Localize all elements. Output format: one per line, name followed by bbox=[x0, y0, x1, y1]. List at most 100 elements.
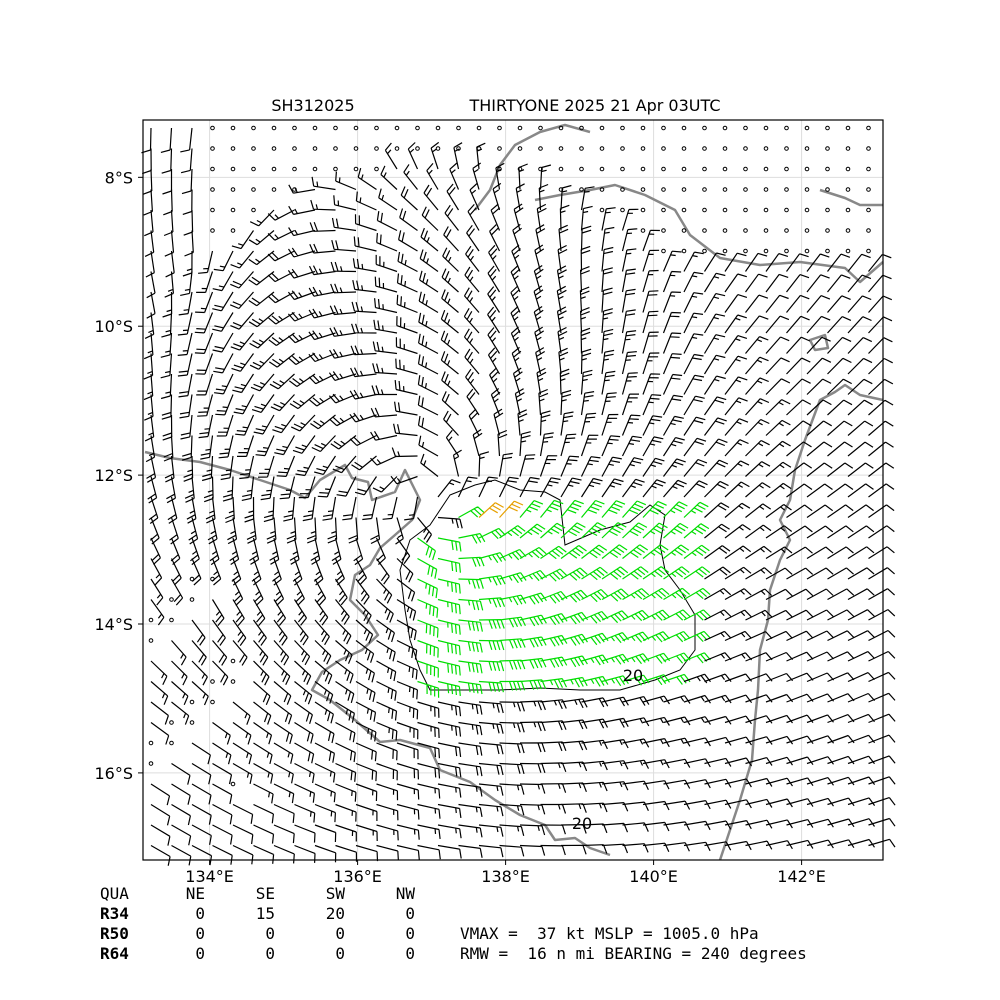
wind-barb bbox=[724, 397, 748, 416]
wind-barb bbox=[394, 380, 418, 396]
wind-barb bbox=[662, 311, 681, 334]
wind-barb bbox=[601, 478, 624, 498]
table-cell: 0 bbox=[265, 924, 275, 943]
wind-barb bbox=[355, 599, 372, 625]
wind-barb bbox=[335, 681, 355, 704]
calm-marker bbox=[743, 228, 748, 233]
calm-marker bbox=[640, 125, 646, 131]
wind-barb bbox=[437, 701, 462, 717]
calm-marker bbox=[230, 781, 236, 787]
wind-barb bbox=[232, 803, 254, 824]
wind-barb bbox=[827, 399, 853, 416]
wind-barb bbox=[396, 721, 419, 740]
wind-barb bbox=[745, 757, 773, 766]
calm-marker bbox=[661, 228, 666, 233]
wind-barb bbox=[847, 399, 873, 416]
wind-barb bbox=[213, 353, 234, 374]
wind-barb bbox=[335, 660, 354, 684]
wind-barb bbox=[786, 315, 810, 334]
wind-barb bbox=[263, 496, 275, 523]
wind-barb bbox=[354, 214, 377, 232]
row-label: R64 bbox=[100, 944, 129, 963]
wind-barb bbox=[642, 415, 663, 436]
wind-barb bbox=[601, 349, 615, 375]
wind-barb bbox=[458, 783, 483, 797]
wind-barb bbox=[704, 630, 732, 642]
wind-barb bbox=[560, 545, 587, 559]
wind-barb bbox=[704, 438, 728, 457]
wind-barb bbox=[478, 742, 504, 755]
wind-barb bbox=[510, 326, 521, 354]
wind-barb bbox=[384, 142, 398, 170]
wind-barb bbox=[786, 651, 814, 662]
wind-barb bbox=[458, 556, 485, 567]
wind-barb bbox=[457, 476, 478, 498]
wind-barb bbox=[622, 653, 650, 665]
wind-barb bbox=[171, 660, 188, 686]
wind-barb bbox=[397, 251, 418, 273]
wind-barb bbox=[642, 373, 661, 395]
wind-barb bbox=[273, 599, 287, 626]
calm-marker bbox=[763, 146, 769, 151]
wind-barb bbox=[362, 496, 378, 521]
wind-barb bbox=[458, 639, 483, 653]
wind-barb bbox=[311, 176, 336, 191]
wind-barb bbox=[294, 701, 313, 724]
wind-barb bbox=[786, 399, 812, 416]
wind-barb bbox=[355, 742, 377, 762]
calm-marker bbox=[784, 146, 789, 151]
wind-barb bbox=[683, 716, 711, 725]
wind-barb bbox=[806, 504, 834, 518]
wind-barb bbox=[212, 619, 226, 646]
wind-barb bbox=[847, 274, 872, 293]
wind-barb bbox=[765, 482, 792, 498]
wind-barb bbox=[396, 742, 419, 760]
wind-barb bbox=[273, 619, 288, 646]
wind-barb bbox=[191, 844, 213, 866]
wind-barb bbox=[373, 319, 398, 334]
wind-barb bbox=[253, 803, 274, 824]
wind-barb bbox=[335, 742, 356, 763]
table-header: NW bbox=[396, 884, 416, 903]
wind-barb bbox=[663, 800, 691, 810]
wind-barb bbox=[539, 164, 552, 190]
wind-barb bbox=[806, 295, 831, 313]
calm-marker bbox=[804, 125, 810, 131]
wind-barb bbox=[200, 435, 214, 460]
wind-barb bbox=[212, 742, 232, 765]
table-cell: 0 bbox=[195, 904, 205, 923]
x-tick-label: 142°E bbox=[777, 867, 826, 886]
calm-marker bbox=[722, 146, 728, 151]
wind-barb bbox=[232, 373, 255, 394]
wind-barb bbox=[703, 334, 726, 354]
wind-barb bbox=[621, 457, 644, 477]
wind-barb bbox=[745, 418, 770, 436]
calm-marker bbox=[763, 187, 769, 192]
wind-barb bbox=[510, 265, 521, 293]
wind-barb bbox=[724, 694, 753, 704]
wind-barb bbox=[642, 457, 665, 477]
wind-barb bbox=[703, 272, 726, 293]
calm-marker bbox=[702, 146, 707, 151]
wind-barb bbox=[621, 208, 639, 231]
wind-barb bbox=[458, 619, 483, 632]
wind-barb bbox=[540, 741, 567, 752]
calm-marker bbox=[230, 187, 236, 192]
wind-barb bbox=[519, 824, 546, 836]
wind-barb bbox=[827, 818, 855, 828]
wind-barb bbox=[308, 352, 336, 363]
wind-barb bbox=[328, 393, 357, 404]
wind-barb bbox=[539, 477, 561, 498]
wind-barb bbox=[211, 558, 222, 586]
wind-barb bbox=[786, 525, 813, 539]
wind-barb bbox=[181, 435, 193, 461]
wind-barb bbox=[490, 203, 501, 231]
wind-barb bbox=[539, 432, 554, 457]
wind-barb bbox=[253, 824, 275, 844]
wind-barb bbox=[196, 271, 214, 293]
wind-barb bbox=[449, 162, 460, 190]
wind-barb bbox=[704, 820, 732, 830]
wind-barb bbox=[745, 631, 773, 642]
wind-barb bbox=[499, 548, 527, 561]
wind-barb bbox=[622, 478, 645, 498]
